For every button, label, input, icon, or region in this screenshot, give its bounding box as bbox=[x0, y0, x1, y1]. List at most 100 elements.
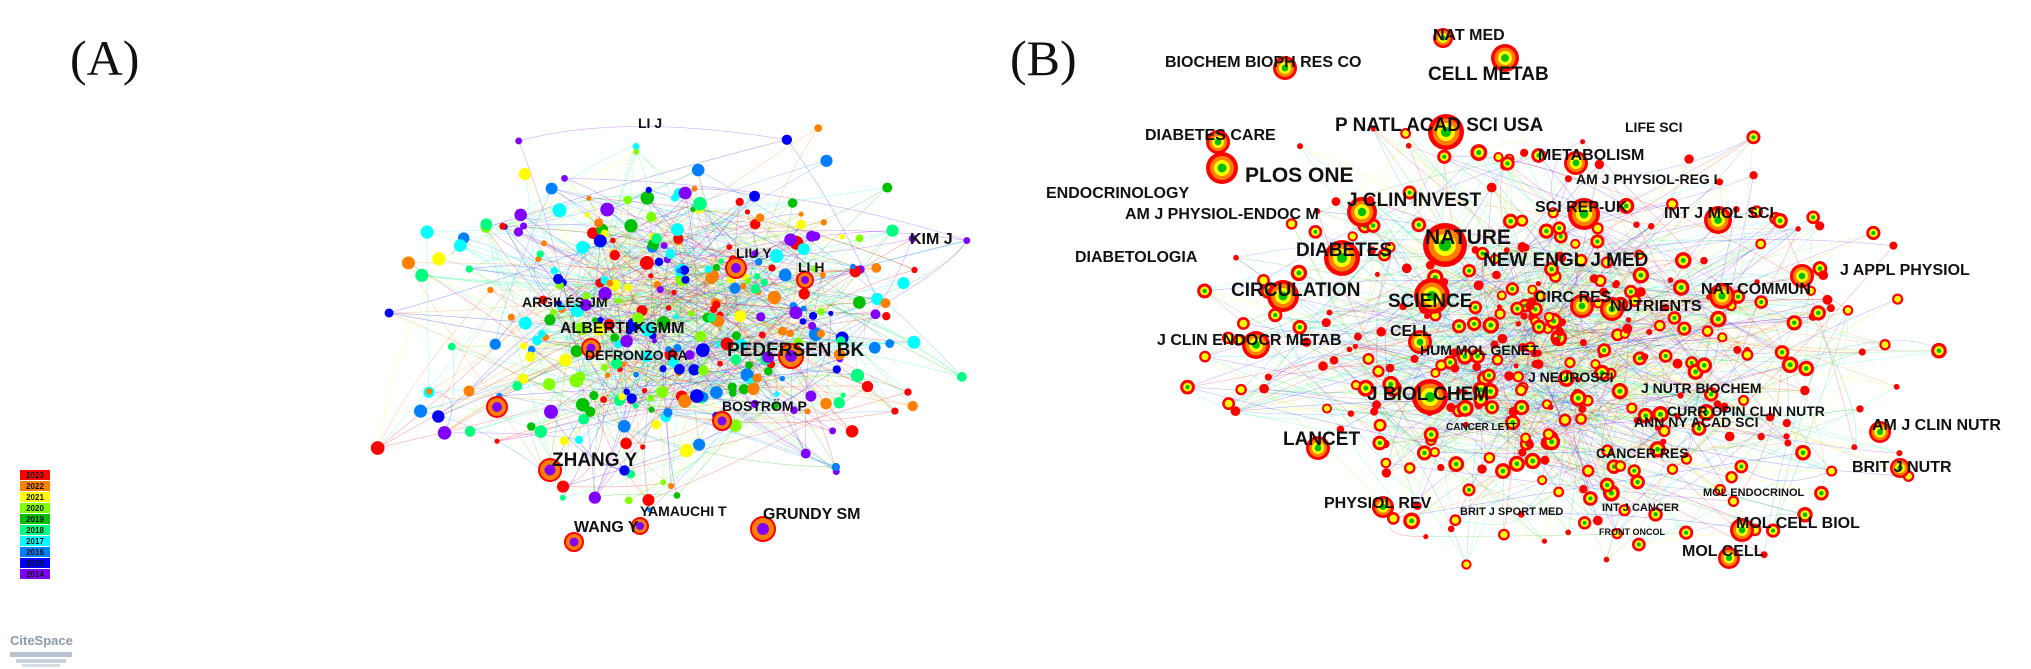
network-edge bbox=[523, 225, 637, 375]
network-edge bbox=[1378, 230, 1547, 372]
node-label-pedersen-bk: PEDERSEN BK bbox=[727, 340, 865, 361]
network-edge bbox=[550, 411, 625, 471]
network-edge bbox=[1521, 158, 1690, 408]
node-label-li-j: LI J bbox=[638, 115, 662, 131]
network-edge bbox=[1597, 241, 1804, 453]
network-edge bbox=[701, 280, 749, 398]
node-ring bbox=[1536, 324, 1542, 330]
node-label-cancer-lett: CANCER LETT bbox=[1446, 422, 1517, 433]
node-label-li-h: LI H bbox=[798, 259, 824, 275]
network-edge bbox=[693, 285, 744, 370]
node-ring bbox=[1517, 386, 1525, 394]
network-edge bbox=[1238, 243, 1576, 341]
network-node bbox=[786, 329, 794, 337]
network-edge bbox=[1497, 250, 1522, 408]
network-node bbox=[1534, 349, 1542, 357]
node-ring bbox=[1779, 350, 1785, 355]
network-node bbox=[678, 186, 692, 200]
network-node bbox=[1592, 515, 1603, 526]
network-edge bbox=[585, 304, 814, 320]
network-edge bbox=[1478, 158, 1690, 406]
network-node bbox=[1815, 221, 1825, 231]
network-edge bbox=[629, 225, 652, 399]
network-edge bbox=[763, 282, 778, 395]
network-edge bbox=[626, 335, 769, 358]
node-label-wang-y: WANG Y bbox=[574, 519, 639, 536]
network-node bbox=[1450, 348, 1460, 358]
network-edge bbox=[1268, 290, 1427, 451]
network-node bbox=[904, 388, 912, 396]
network-node bbox=[755, 213, 765, 223]
network-edge bbox=[657, 284, 868, 387]
network-node bbox=[1314, 208, 1321, 214]
network-edge bbox=[1490, 276, 1556, 392]
network-edge bbox=[1373, 225, 1611, 375]
network-node bbox=[870, 309, 881, 320]
node-label-physiol-rev: PHYSIOL REV bbox=[1324, 495, 1432, 512]
network-node bbox=[604, 372, 611, 379]
network-node bbox=[1374, 271, 1380, 277]
network-edge bbox=[582, 160, 827, 248]
network-node bbox=[640, 350, 653, 363]
node-ring bbox=[1296, 270, 1302, 276]
network-edge bbox=[1657, 408, 1861, 452]
network-edge bbox=[614, 302, 860, 338]
node-ring bbox=[1549, 209, 1557, 217]
node-ring bbox=[1689, 360, 1694, 365]
network-node bbox=[819, 271, 826, 278]
network-edge bbox=[1610, 373, 1744, 401]
network-edge bbox=[486, 223, 878, 300]
node-ring bbox=[1510, 420, 1515, 425]
network-node bbox=[415, 268, 429, 282]
network-edge bbox=[600, 240, 816, 335]
network-edge bbox=[1375, 254, 1385, 405]
network-edge bbox=[1498, 156, 1748, 351]
network-node bbox=[829, 427, 837, 435]
network-edge bbox=[762, 334, 837, 472]
network-node bbox=[1528, 313, 1534, 319]
network-edge bbox=[618, 300, 827, 404]
legend-swatch bbox=[20, 503, 50, 513]
network-edge bbox=[1450, 356, 1468, 529]
network-edge bbox=[1741, 386, 1897, 467]
node-ring bbox=[1259, 276, 1268, 285]
node-ring bbox=[1382, 253, 1387, 257]
network-edge bbox=[603, 399, 808, 421]
network-edge bbox=[1546, 231, 1589, 401]
node-ring bbox=[1491, 255, 1499, 263]
network-edge bbox=[647, 329, 853, 432]
network-edge bbox=[1204, 290, 1805, 391]
legend-swatch bbox=[20, 547, 50, 557]
network-edge bbox=[745, 276, 795, 411]
network-edge bbox=[625, 373, 679, 444]
node-ring bbox=[1486, 373, 1492, 378]
network-edge bbox=[1424, 393, 1578, 454]
node-label-j-biol-chem: J BIOL CHEM bbox=[1367, 384, 1489, 405]
network-edge bbox=[1547, 362, 1692, 444]
network-edge bbox=[1402, 306, 1518, 464]
network-edge bbox=[1488, 274, 1824, 376]
network-edge bbox=[1204, 356, 1341, 430]
network-edge bbox=[588, 197, 915, 271]
node-ring bbox=[1636, 542, 1641, 547]
node-ring bbox=[1582, 520, 1587, 525]
network-node bbox=[1565, 529, 1572, 536]
node-ring bbox=[1828, 467, 1835, 475]
network-edge bbox=[1379, 331, 1650, 426]
network-edge bbox=[1620, 228, 1799, 467]
node-ring bbox=[1682, 326, 1687, 331]
network-edge bbox=[1409, 246, 1523, 469]
network-edge bbox=[1538, 283, 1819, 316]
node-ring bbox=[1819, 490, 1824, 496]
network-edge bbox=[1490, 391, 1909, 477]
node-ring bbox=[1561, 416, 1569, 424]
network-edge bbox=[600, 240, 840, 355]
network-edge bbox=[1385, 364, 1791, 445]
network-node bbox=[882, 312, 891, 321]
network-node bbox=[804, 408, 811, 415]
network-node bbox=[798, 288, 810, 300]
network-edge bbox=[504, 226, 620, 401]
network-edge bbox=[670, 475, 679, 487]
network-node bbox=[850, 368, 865, 383]
network-node bbox=[726, 244, 733, 250]
